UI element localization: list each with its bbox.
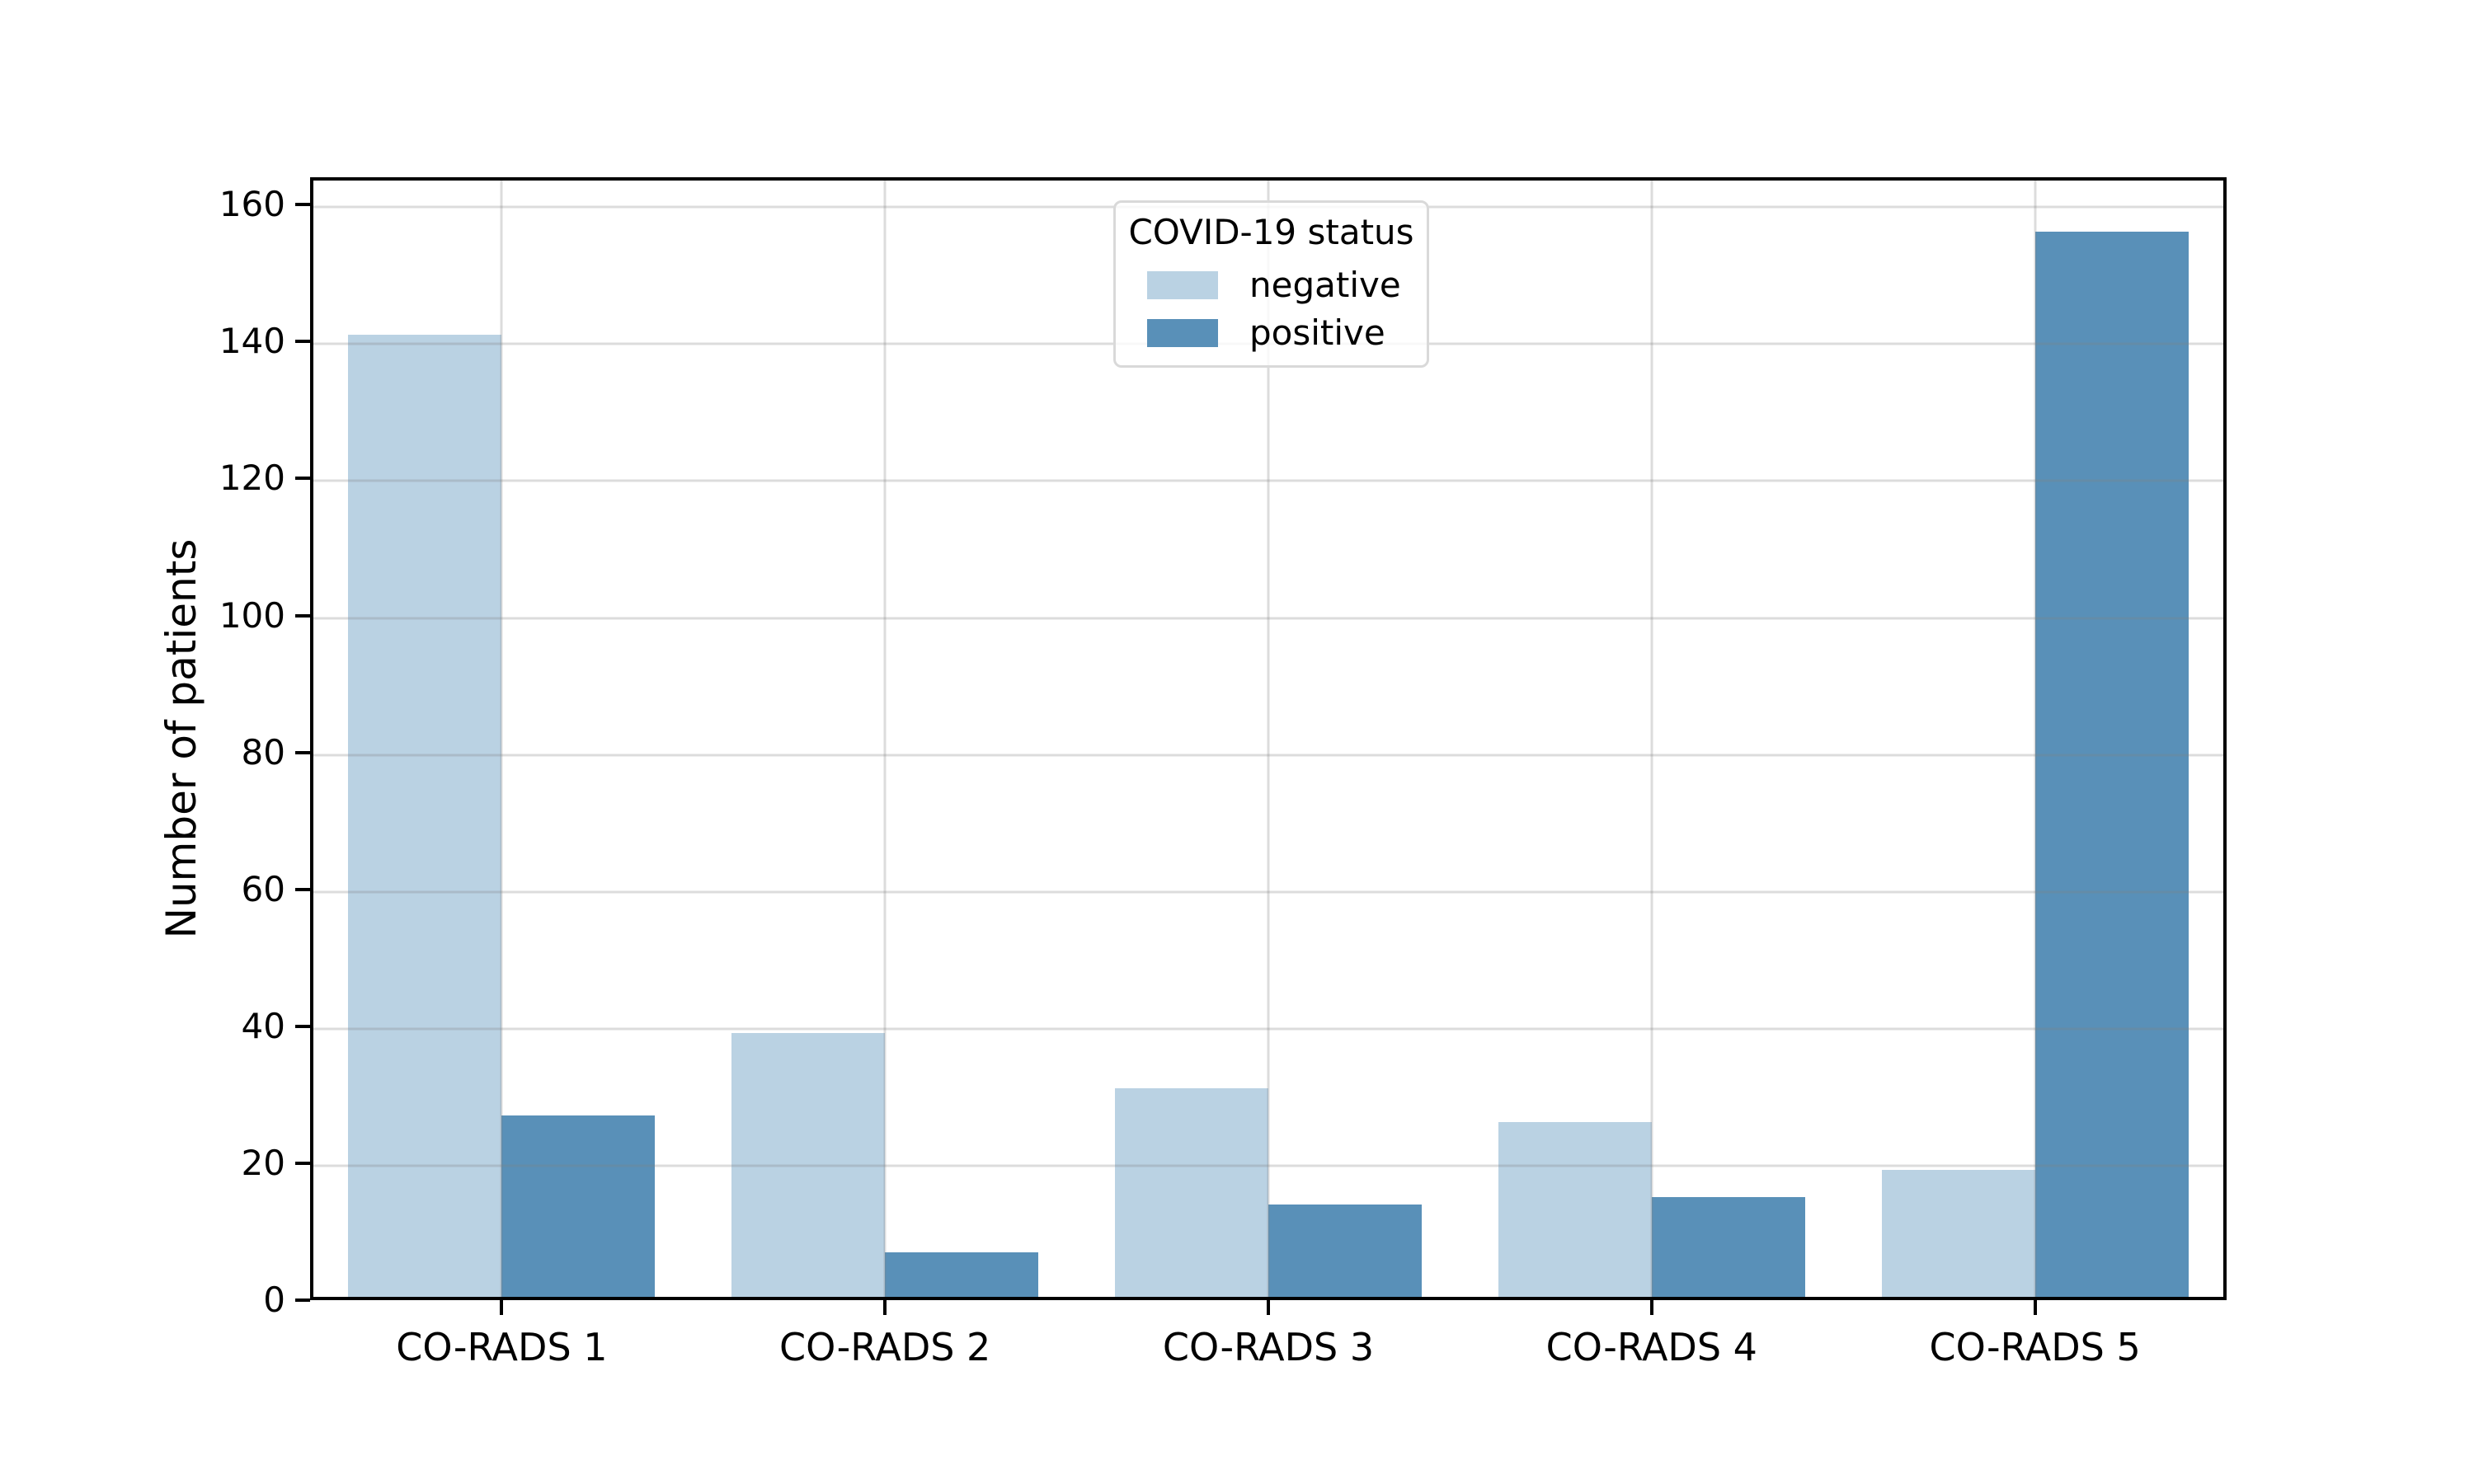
- bar-positive-co-rads-5: [2034, 232, 2189, 1300]
- bar-positive-co-rads-2: [885, 1252, 1039, 1300]
- gridline-x-4: [1650, 177, 1653, 1300]
- y-axis-tick-label-120: 120: [219, 458, 285, 499]
- y-tick-mark-60: [295, 887, 310, 891]
- y-tick-mark-100: [295, 613, 310, 618]
- y-tick-mark-20: [295, 1161, 310, 1165]
- legend-label-negative: negative: [1249, 264, 1401, 305]
- y-tick-mark-140: [295, 340, 310, 344]
- y-tick-mark-120: [295, 477, 310, 481]
- x-axis: CO-RADS 1 CO-RADS 2 CO-RADS 3 CO-RADS 4 CO-R…: [310, 1300, 2227, 1416]
- x-axis-tick-label-5: CO-RADS 5: [1929, 1325, 2141, 1369]
- gridline-y-120: [310, 479, 2227, 482]
- bar-negative-co-rads-4: [1498, 1122, 1652, 1300]
- y-axis-tick-label-80: 80: [241, 731, 285, 773]
- y-axis: 0 20 40 60 80 100 120 140 160: [0, 177, 310, 1317]
- legend-title: COVID-19 status: [1128, 212, 1414, 252]
- x-axis-tick-label-2: CO-RADS 2: [779, 1325, 991, 1369]
- gridline-y-20: [310, 1164, 2227, 1167]
- bar-positive-co-rads-1: [501, 1115, 656, 1300]
- gridline-x-5: [2034, 177, 2037, 1300]
- gridline-y-80: [310, 754, 2227, 757]
- x-tick-mark-1: [500, 1300, 504, 1315]
- y-axis-tick-label-160: 160: [219, 184, 285, 225]
- y-axis-tick-label-100: 100: [219, 594, 285, 636]
- legend-swatch-negative-icon: [1147, 270, 1218, 299]
- gridline-x-2: [883, 177, 887, 1300]
- bar-negative-co-rads-3: [1115, 1087, 1268, 1300]
- bar-negative-co-rads-2: [731, 1033, 886, 1300]
- gridline-x-1: [500, 177, 503, 1300]
- y-axis-tick-label-60: 60: [241, 868, 285, 909]
- legend-entry-negative: negative: [1147, 264, 1427, 305]
- y-tick-mark-80: [295, 750, 310, 754]
- x-tick-mark-3: [1267, 1300, 1270, 1315]
- gridline-y-60: [310, 890, 2227, 894]
- y-axis-tick-label-40: 40: [241, 1005, 285, 1046]
- x-tick-mark-2: [883, 1300, 887, 1315]
- y-tick-mark-160: [295, 203, 310, 207]
- bar-negative-co-rads-5: [1881, 1170, 2035, 1300]
- y-axis-tick-label-20: 20: [241, 1142, 285, 1183]
- x-tick-mark-5: [2033, 1300, 2037, 1315]
- legend: COVID-19 status negative positive: [1113, 200, 1429, 368]
- legend-swatch-positive-icon: [1147, 318, 1218, 347]
- bar-negative-co-rads-1: [348, 335, 502, 1300]
- y-axis-tick-label-0: 0: [263, 1280, 285, 1320]
- gridline-x-3: [1267, 177, 1270, 1300]
- bar-positive-co-rads-4: [1651, 1197, 1805, 1300]
- x-tick-mark-4: [1649, 1300, 1653, 1315]
- legend-entry-positive: positive: [1147, 312, 1427, 353]
- x-axis-tick-label-4: CO-RADS 4: [1545, 1325, 1757, 1369]
- y-tick-mark-40: [295, 1024, 310, 1028]
- x-axis-tick-label-1: CO-RADS 1: [396, 1325, 608, 1369]
- y-axis-tick-label-140: 140: [219, 321, 285, 362]
- legend-label-positive: positive: [1249, 312, 1385, 353]
- gridline-y-100: [310, 617, 2227, 619]
- y-tick-mark-0: [295, 1298, 310, 1302]
- bar-positive-co-rads-3: [1268, 1204, 1422, 1300]
- x-axis-tick-label-3: CO-RADS 3: [1162, 1325, 1375, 1369]
- gridline-y-40: [310, 1027, 2227, 1031]
